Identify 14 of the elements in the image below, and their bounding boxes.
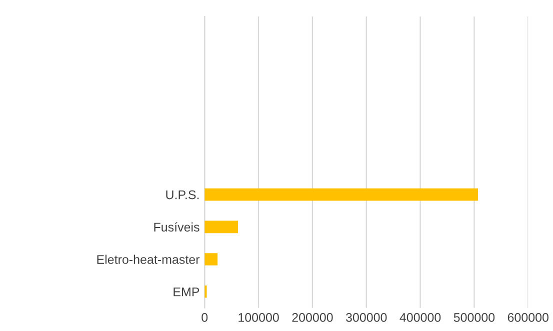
bar — [204, 188, 478, 201]
x-tick-label: 300000 — [346, 313, 387, 322]
x-tick-label: 100000 — [238, 313, 279, 322]
bar — [204, 220, 238, 234]
y-tick-label: Eletro-heat-master — [97, 254, 200, 264]
x-tick-label: 400000 — [400, 313, 441, 322]
x-tick-label: 0 — [202, 313, 208, 322]
x-tick-label: 600000 — [508, 313, 548, 322]
x-tick-label: 200000 — [292, 313, 333, 322]
y-tick-label: U.P.S. — [166, 190, 199, 200]
bar — [204, 253, 218, 266]
x-tick-label: 500000 — [454, 313, 495, 322]
y-tick-label: Fusíveis — [154, 222, 200, 232]
y-tick-label: EMP — [174, 288, 200, 296]
